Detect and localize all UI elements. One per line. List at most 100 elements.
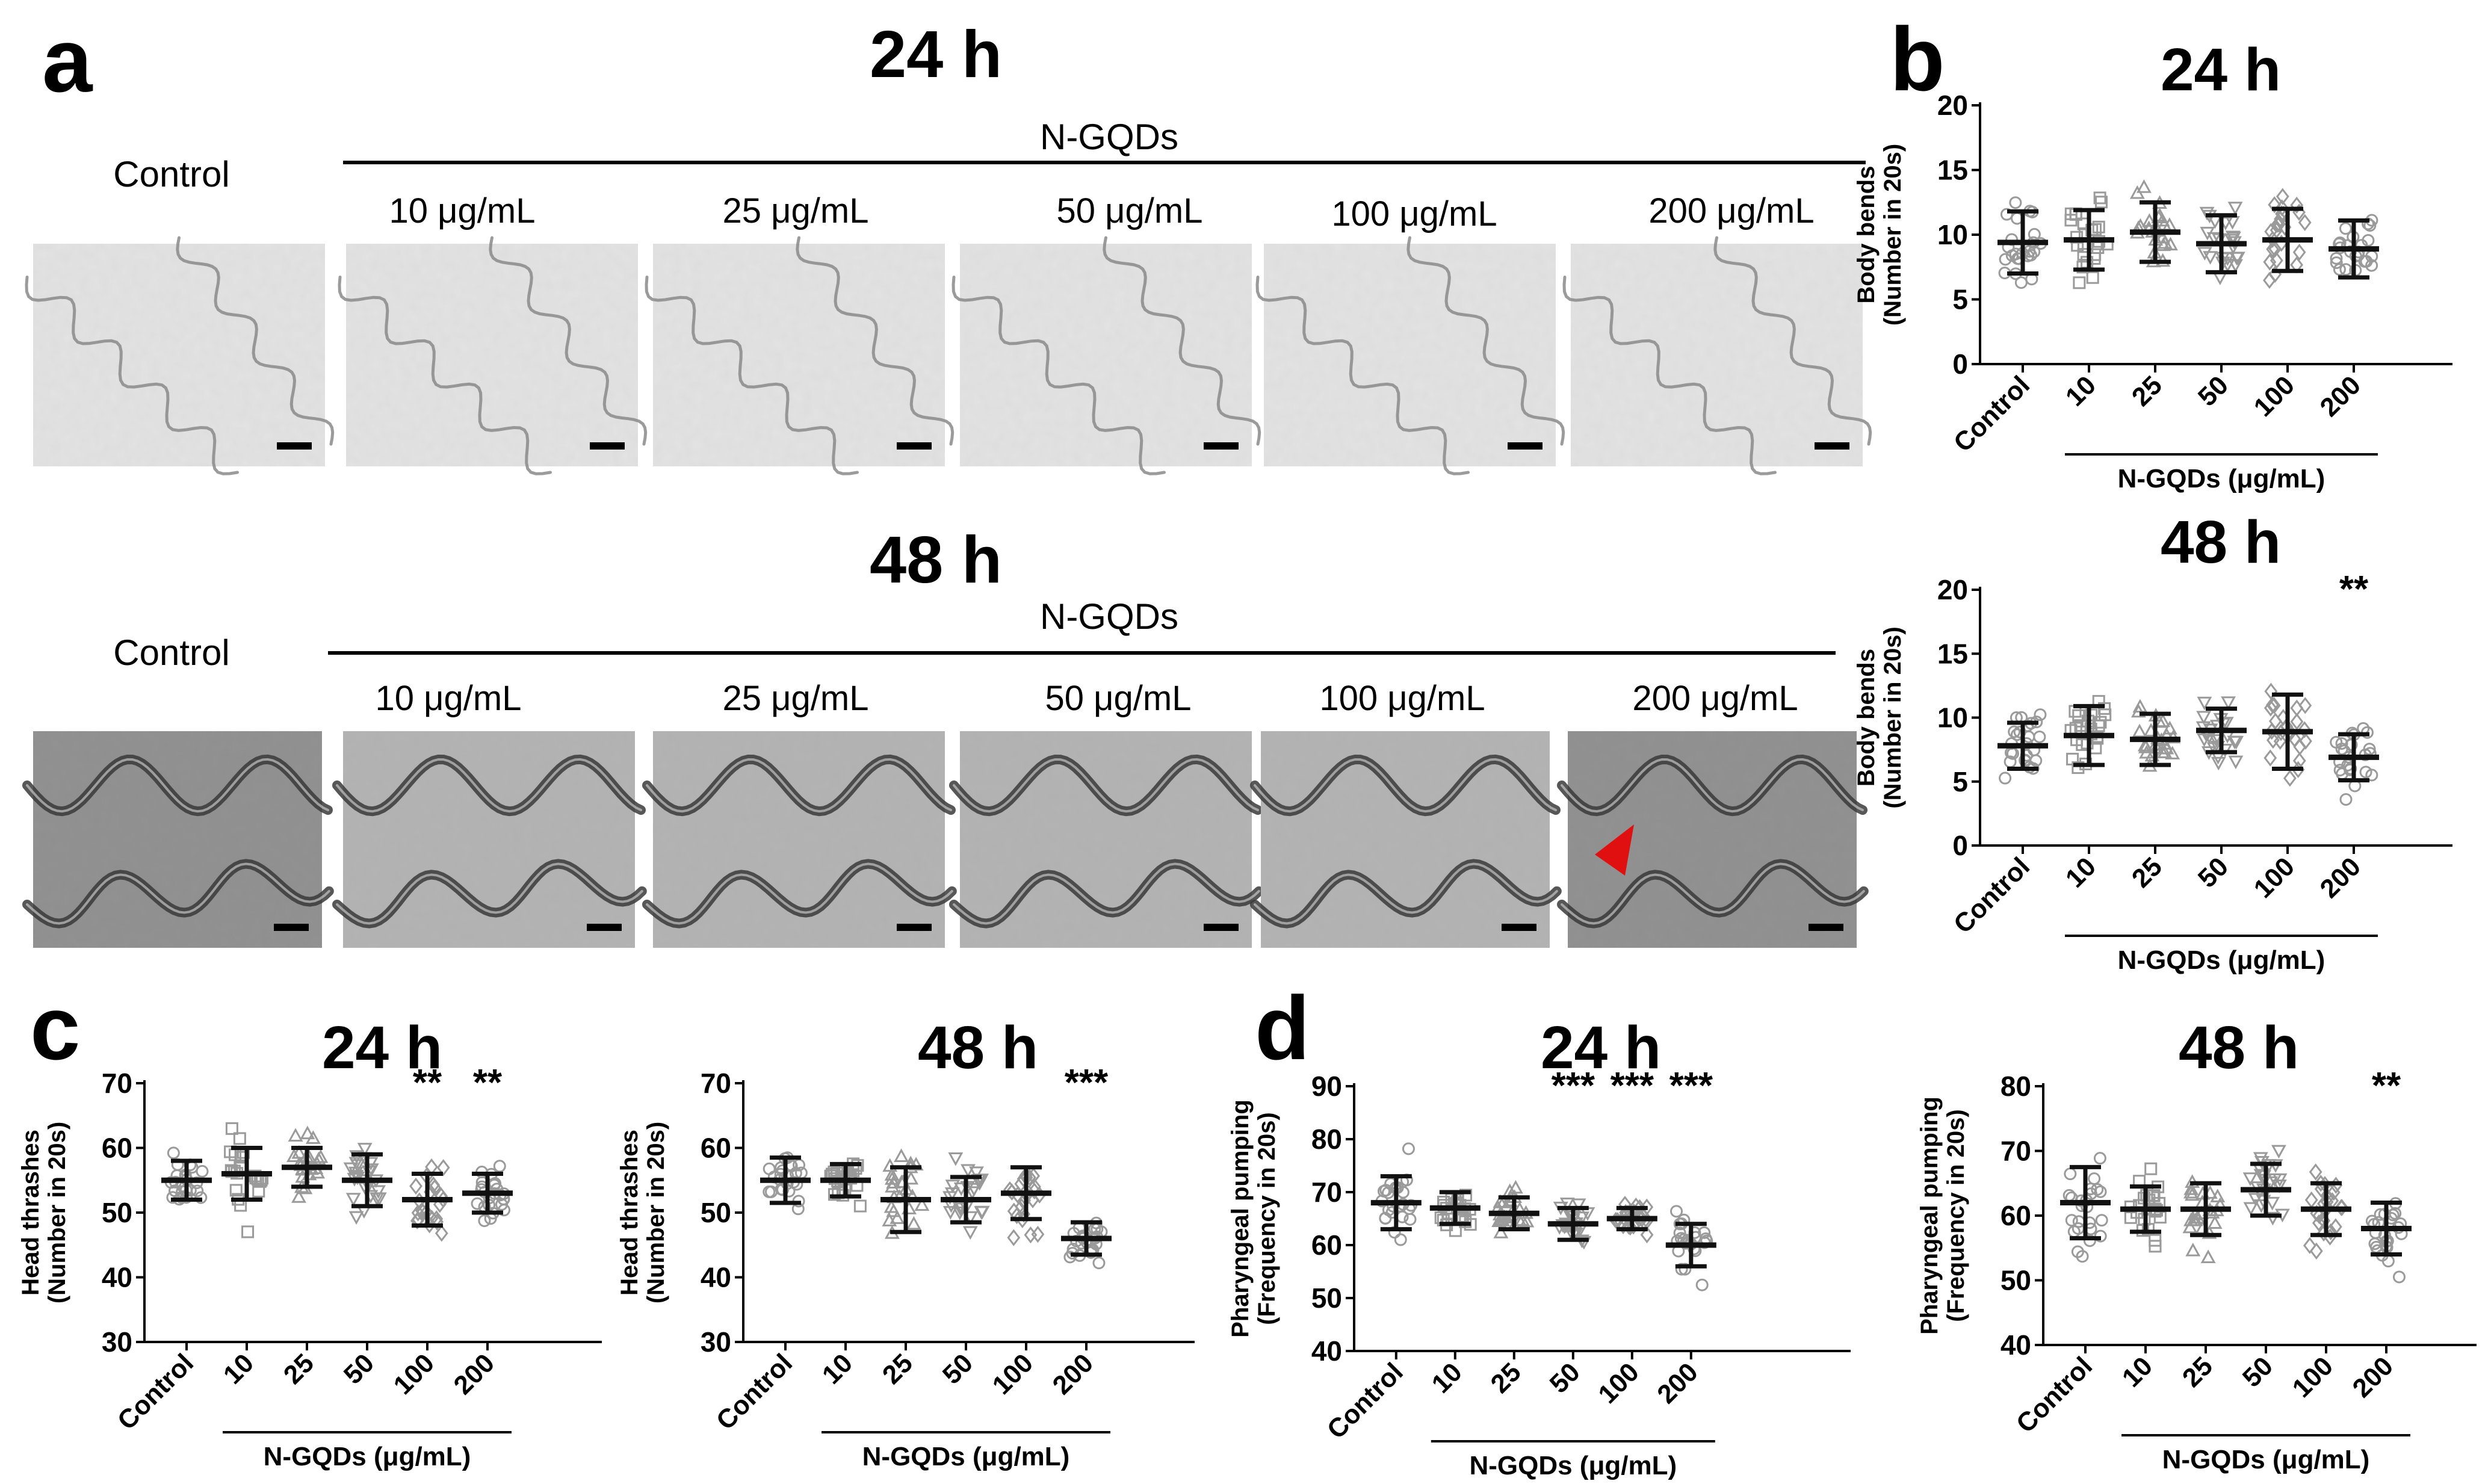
conc-label: 200 μg/mL xyxy=(1648,191,1814,230)
category-200: *** xyxy=(1665,1065,1716,1291)
data-point xyxy=(2268,196,2282,214)
data-point xyxy=(1007,1229,1021,1246)
data-point xyxy=(225,1122,238,1135)
data-point xyxy=(2365,768,2378,782)
x-group-label: N-GQDs (μg/mL) xyxy=(862,1442,1070,1471)
micrograph xyxy=(1562,236,1872,475)
worm xyxy=(25,276,239,475)
micrograph xyxy=(1557,731,1869,948)
data-point xyxy=(2303,1237,2316,1254)
data-point xyxy=(2186,1212,2202,1226)
data-point xyxy=(2098,702,2111,715)
data-point xyxy=(2086,271,2099,284)
data-point xyxy=(2363,743,2376,756)
x-tick-label: 100 xyxy=(1592,1357,1645,1409)
y-tick-label: 50 xyxy=(102,1197,132,1228)
category-200: ** xyxy=(2361,1065,2412,1284)
data-point xyxy=(2335,737,2348,750)
x-tick-label: 200 xyxy=(1651,1357,1704,1409)
data-point xyxy=(1675,1263,1688,1276)
x-tick-label: 100 xyxy=(2248,370,2301,422)
data-point xyxy=(914,1197,930,1211)
data-point xyxy=(1495,1213,1511,1226)
y-tick-label: 90 xyxy=(1311,1071,1342,1102)
data-point xyxy=(233,1132,246,1145)
micrograph xyxy=(338,236,648,475)
data-point xyxy=(2271,1179,2287,1193)
category-200: *** xyxy=(1061,1062,1112,1270)
worm-highlight xyxy=(26,758,329,813)
category-50 xyxy=(2241,1145,2291,1226)
data-point xyxy=(1459,1189,1473,1202)
category-100: *** xyxy=(1606,1065,1657,1244)
significance-marker: ** xyxy=(413,1062,442,1104)
data-point xyxy=(427,1176,441,1194)
data-point xyxy=(2132,699,2148,713)
worm-highlight xyxy=(336,758,642,813)
category-10 xyxy=(1429,1189,1481,1237)
y-tick-label: 80 xyxy=(2001,1071,2031,1102)
data-point xyxy=(2199,206,2215,221)
data-point xyxy=(167,1146,180,1160)
data-point xyxy=(291,1189,306,1203)
data-point xyxy=(2065,1214,2078,1227)
worm-highlight xyxy=(26,862,330,925)
category-10 xyxy=(2064,694,2114,774)
chart-c24: c 24 h 30 40 50 60 70 Head thrashes (Number in 2… xyxy=(17,977,602,1471)
data-point xyxy=(2283,770,2297,787)
data-point xyxy=(2264,749,2277,767)
data-point xyxy=(2211,756,2226,771)
data-point xyxy=(828,1165,841,1178)
category-200 xyxy=(2329,214,2379,280)
category-50 xyxy=(941,1152,991,1240)
data-point xyxy=(1571,1198,1586,1213)
panel-a-row-48h: 48 h Control N-GQDs 10 μg/mL 25 μg/mL 50… xyxy=(22,523,1869,948)
scale-bar xyxy=(277,442,312,450)
data-point xyxy=(2094,1229,2107,1243)
y-tick-label: 50 xyxy=(2001,1265,2031,1296)
scale-bar xyxy=(1508,442,1543,450)
data-point xyxy=(2392,1270,2406,1284)
data-point xyxy=(1640,1226,1654,1244)
conc-label: 25 μg/mL xyxy=(723,679,869,718)
significance-marker: ** xyxy=(473,1062,503,1104)
data-point xyxy=(1092,1257,1106,1270)
control-label: Control xyxy=(113,154,229,194)
data-point xyxy=(894,1148,909,1162)
category-50 xyxy=(2196,202,2247,285)
worm xyxy=(1406,236,1565,446)
data-point xyxy=(2221,696,2236,710)
y-axis-label: Head thrashes xyxy=(616,1130,643,1296)
y-tick-label: 5 xyxy=(1952,766,1968,797)
micrograph-row-48h xyxy=(22,731,1869,948)
data-point xyxy=(229,1184,243,1197)
x-tick-label: 50 xyxy=(338,1348,380,1390)
scale-bar xyxy=(274,924,309,931)
x-tick-label: 50 xyxy=(2192,370,2234,412)
category-25 xyxy=(880,1148,931,1239)
data-point xyxy=(2312,1214,2325,1232)
data-point xyxy=(2229,735,2244,750)
data-point xyxy=(2330,252,2343,265)
worm-highlight xyxy=(646,862,953,925)
data-point xyxy=(2335,742,2348,755)
data-point xyxy=(343,1162,359,1176)
data-point xyxy=(288,1128,303,1142)
x-tick-label: 100 xyxy=(388,1348,441,1400)
data-point xyxy=(2008,725,2021,738)
y-axis-label: Pharyngeal pumping xyxy=(1916,1096,1943,1335)
x-tick-label: 25 xyxy=(1485,1357,1527,1399)
data-point xyxy=(2335,1199,2348,1216)
category-Control xyxy=(1997,708,2048,785)
y-tick-label: 70 xyxy=(701,1068,731,1099)
worm xyxy=(176,236,335,446)
data-point xyxy=(2363,219,2377,232)
category-50 xyxy=(2195,696,2247,771)
data-point xyxy=(2330,256,2343,270)
category-Control xyxy=(161,1146,212,1206)
y-axis-label: (Number in 20s) xyxy=(1880,626,1906,808)
data-point xyxy=(2228,259,2243,273)
data-point xyxy=(1627,1217,1640,1235)
data-point xyxy=(2271,1145,2286,1159)
data-point xyxy=(2094,196,2108,209)
